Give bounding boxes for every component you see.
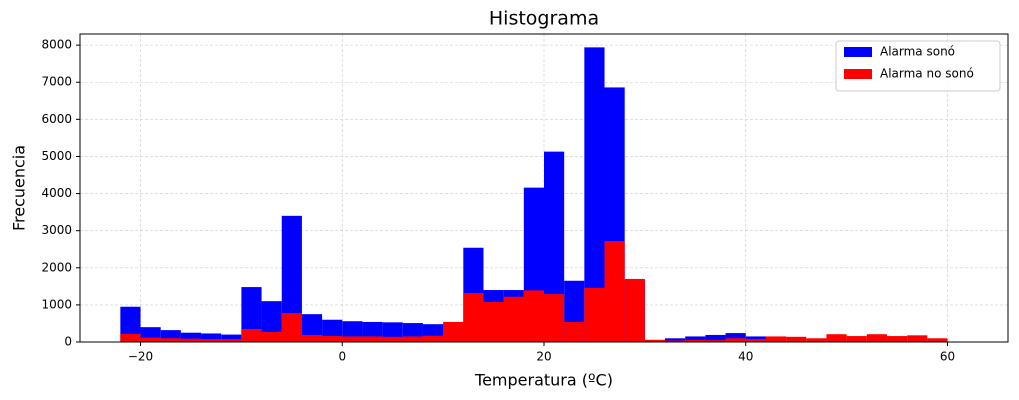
bar (221, 334, 242, 342)
bar (180, 338, 202, 342)
bar (806, 338, 827, 342)
x-tick-label: 40 (738, 350, 753, 364)
bar (201, 339, 222, 342)
x-axis-label: Temperatura (ºC) (474, 371, 613, 390)
bar (120, 333, 141, 342)
y-tick-label: 0 (64, 335, 72, 349)
bar (221, 339, 242, 342)
bar (584, 287, 605, 342)
bar (604, 241, 625, 342)
legend-swatch (844, 47, 872, 57)
bar (483, 301, 504, 342)
bar (624, 278, 645, 342)
bar (443, 321, 464, 342)
bar (786, 336, 807, 342)
y-tick-label: 6000 (41, 112, 72, 126)
bar (564, 321, 585, 342)
y-tick-label: 4000 (41, 186, 72, 200)
bar (745, 339, 766, 342)
bar (705, 340, 726, 342)
bar (584, 47, 605, 342)
bar (665, 340, 686, 342)
bar (281, 313, 302, 342)
y-axis-label: Frecuencia (10, 145, 29, 231)
bar (140, 337, 161, 342)
bar (705, 334, 726, 342)
bar (160, 338, 181, 342)
bar (463, 293, 484, 342)
legend-swatch (844, 69, 872, 79)
y-tick-label: 7000 (41, 75, 72, 89)
bar (644, 339, 666, 342)
bar (301, 334, 323, 342)
bar (322, 336, 343, 342)
bar (281, 215, 302, 342)
bar (201, 333, 222, 342)
bar (907, 335, 928, 342)
bar (765, 336, 787, 342)
bar (241, 287, 262, 342)
legend-label: Alarma no sonó (880, 67, 974, 81)
bar (402, 336, 423, 342)
bar (342, 336, 363, 342)
y-tick-label: 3000 (41, 223, 72, 237)
legend: Alarma sonó Alarma no sonó (835, 40, 1001, 92)
x-tick-label: 60 (940, 350, 955, 364)
legend-label: Alarma sonó (880, 45, 955, 59)
legend-box (835, 40, 1001, 92)
bar (422, 335, 444, 342)
x-tick-label: 0 (338, 350, 346, 364)
chart-title: Histograma (489, 8, 599, 30)
bar (120, 306, 141, 342)
y-tick-label: 5000 (41, 149, 72, 163)
bar (180, 332, 202, 342)
bar (382, 336, 403, 342)
bar (685, 336, 706, 342)
bar (846, 336, 867, 342)
x-tick-label: 20 (536, 350, 551, 364)
bar (241, 329, 262, 342)
bar (886, 336, 908, 342)
bar (725, 338, 746, 342)
bar (725, 333, 746, 342)
bar (362, 336, 383, 342)
bar (826, 334, 847, 342)
bar (523, 290, 544, 342)
plot-frame (79, 33, 1009, 343)
bar (503, 296, 524, 342)
y-tick-label: 1000 (41, 297, 72, 311)
bar (685, 339, 706, 342)
y-tick-label: 2000 (41, 260, 72, 274)
bar (544, 294, 565, 342)
bar (866, 334, 887, 342)
bar (927, 338, 948, 342)
bar (665, 338, 686, 342)
bar (160, 330, 181, 342)
bar (261, 331, 282, 342)
x-tick-label: −20 (128, 350, 153, 364)
bar (261, 301, 282, 342)
y-tick-label: 8000 (41, 38, 72, 52)
